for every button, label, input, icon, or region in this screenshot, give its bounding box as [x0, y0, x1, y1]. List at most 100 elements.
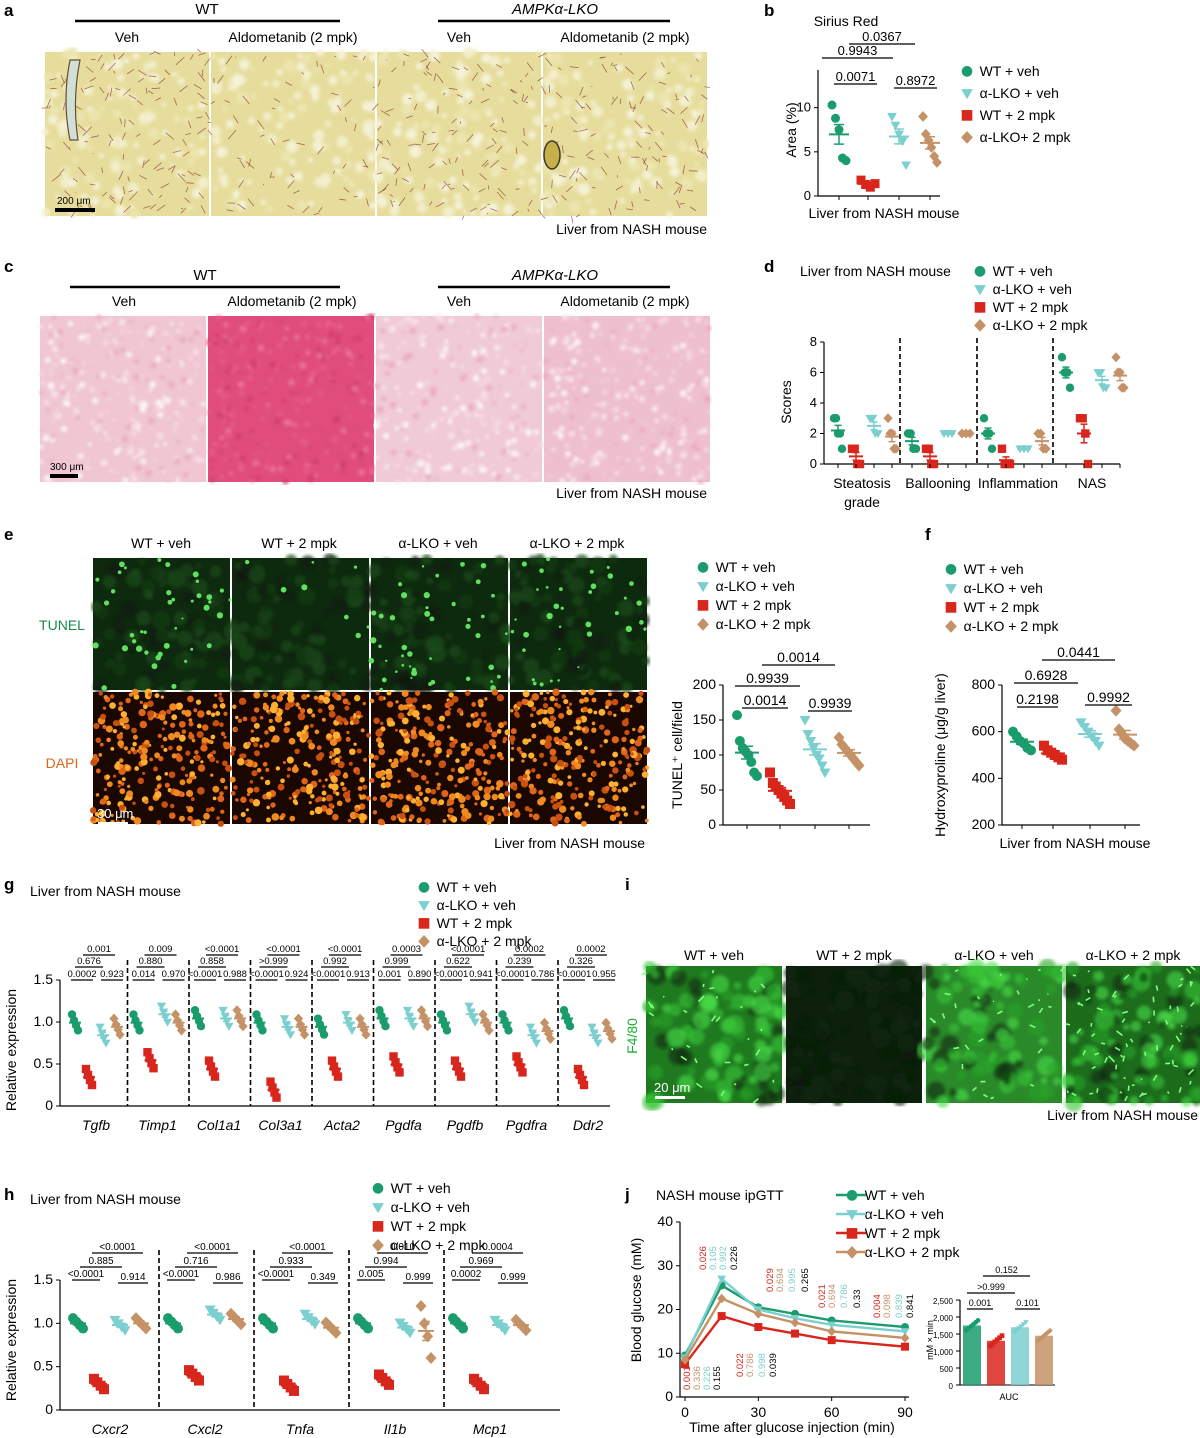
tile-spot — [502, 203, 514, 215]
fiber — [565, 185, 573, 193]
tile-spot — [152, 611, 171, 629]
tile-spot — [621, 806, 627, 812]
tile-spot — [148, 388, 152, 392]
tile-spot — [485, 725, 492, 733]
tile-spot — [570, 806, 575, 811]
fiber — [354, 123, 357, 132]
tile-spot — [208, 448, 216, 456]
data-point — [442, 1026, 452, 1035]
tile-spot — [458, 795, 466, 804]
fiber — [155, 97, 162, 101]
tile-spot — [496, 694, 505, 702]
tile-spot — [612, 405, 620, 413]
tile-spot — [396, 360, 401, 366]
tile-spot — [129, 445, 133, 448]
tile-spot — [555, 393, 560, 397]
data-point — [850, 444, 859, 453]
tile-spot — [655, 390, 660, 394]
tile-spot — [161, 469, 165, 473]
tile-spot — [494, 429, 500, 435]
tile-spot — [343, 160, 353, 170]
tile-spot — [300, 78, 311, 89]
tunel-positive-cells — [368, 561, 508, 691]
fiber — [688, 170, 698, 172]
tunel-tile — [223, 553, 376, 696]
tile-spot — [107, 317, 113, 323]
f480-cell — [694, 1058, 698, 1064]
tile-spot — [640, 334, 646, 340]
data-point — [173, 1323, 183, 1334]
tile-spot — [109, 702, 116, 709]
fiber — [145, 87, 148, 94]
tile-spot — [143, 799, 149, 805]
tile-spot — [45, 408, 50, 412]
tunel-cell — [400, 592, 408, 599]
tile-spot — [60, 374, 64, 378]
tile-spot — [1090, 1025, 1110, 1045]
tile-spot — [1129, 1095, 1139, 1106]
tile-spot — [358, 53, 365, 61]
p-value-label: 0.941 — [469, 969, 493, 980]
tile-spot — [440, 318, 445, 323]
tile-spot — [301, 693, 308, 701]
fiber — [375, 143, 379, 151]
tile-spot — [579, 698, 585, 704]
tile-spot — [185, 750, 191, 756]
fiber — [432, 142, 439, 152]
f480-cell — [1187, 1068, 1195, 1076]
tile-spot — [219, 703, 226, 709]
tile-spot — [590, 748, 596, 754]
tile-spot — [43, 98, 53, 108]
tile-spot — [130, 815, 136, 821]
tile-spot — [446, 814, 450, 818]
tile-spot — [928, 978, 940, 990]
tile-spot — [401, 690, 409, 698]
tunel-cell — [545, 585, 549, 589]
tile-spot — [362, 463, 366, 466]
f480-cell — [715, 1016, 721, 1022]
fiber — [632, 104, 636, 112]
tile-spot — [248, 117, 255, 124]
tile-spot — [397, 408, 402, 413]
tile-spot — [942, 973, 951, 981]
tile-spot — [627, 95, 634, 102]
data-point — [813, 754, 825, 764]
tile-spot — [74, 415, 80, 421]
tile-spot — [637, 735, 643, 742]
tile-spot — [286, 774, 291, 778]
tile-spot — [121, 403, 124, 406]
f480-cell — [1030, 1083, 1035, 1087]
fiber — [639, 96, 645, 104]
tile-spot — [484, 375, 492, 383]
fiber — [97, 54, 103, 62]
tile-spot — [1052, 1077, 1061, 1086]
tile-spot — [160, 695, 164, 699]
tile-spot — [336, 91, 342, 97]
tile-spot — [483, 771, 488, 776]
f480-cell — [1096, 1088, 1099, 1093]
tile-spot — [535, 773, 541, 779]
tile-spot — [353, 70, 358, 76]
legend-marker — [372, 1238, 384, 1252]
legend-label: α-LKO + veh — [980, 85, 1059, 101]
tile-spot — [608, 781, 615, 788]
tile-spot — [853, 1064, 863, 1074]
fiber — [187, 170, 195, 176]
vessel — [543, 140, 561, 170]
tile-spot — [758, 1080, 769, 1091]
column-label: WT + 2 mpk — [261, 535, 338, 551]
tile-spot — [316, 321, 323, 328]
tile-spot — [255, 474, 261, 481]
fiber — [179, 85, 188, 93]
tile-spot — [259, 451, 264, 455]
tile-spot — [369, 201, 378, 210]
tile-spot — [617, 599, 635, 617]
tile-spot — [495, 555, 505, 565]
legend-marker — [372, 1221, 384, 1232]
tile-spot — [459, 105, 470, 116]
tile-spot — [709, 1042, 730, 1063]
tile-spot — [238, 644, 255, 661]
tile-spot — [406, 767, 411, 772]
tile-spot — [234, 562, 241, 569]
